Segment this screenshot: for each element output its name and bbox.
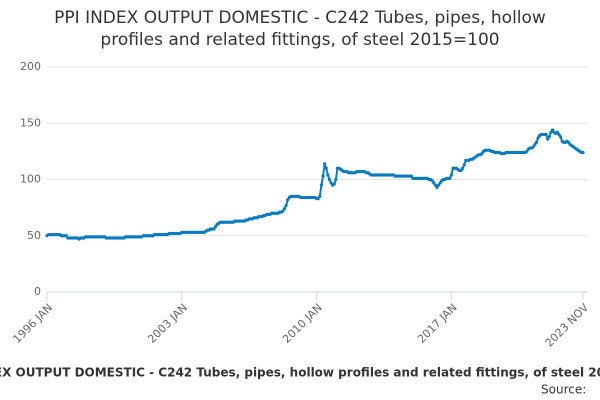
point — [430, 179, 434, 183]
point — [329, 181, 333, 185]
point — [544, 132, 548, 137]
point — [284, 203, 288, 207]
point — [546, 137, 550, 141]
chart-title: profiles and related fittings, of steel … — [100, 30, 499, 50]
point — [432, 181, 436, 185]
y-tick-label: 200 — [20, 60, 41, 73]
point — [321, 174, 325, 178]
point — [547, 135, 551, 139]
point — [213, 225, 218, 229]
point — [448, 176, 452, 180]
point — [327, 177, 332, 182]
point — [316, 197, 320, 201]
point — [558, 135, 563, 139]
point — [286, 198, 290, 202]
point — [550, 128, 555, 132]
y-tick-label: 0 — [34, 285, 41, 298]
y-tick-label: 150 — [20, 116, 41, 129]
point — [438, 181, 442, 185]
point — [282, 207, 287, 211]
point — [462, 163, 466, 167]
point — [557, 132, 561, 137]
point — [319, 183, 324, 187]
point — [323, 162, 327, 166]
point — [318, 194, 322, 198]
point — [324, 166, 328, 170]
x-tick-label: 2010 JAN — [280, 301, 325, 346]
x-tick-label: 2023 NOV — [543, 301, 592, 350]
chart-title: PPI INDEX OUTPUT DOMESTIC - C242 Tubes, … — [54, 8, 546, 28]
point — [531, 145, 535, 149]
point — [461, 166, 465, 170]
point — [326, 173, 330, 177]
series-line — [46, 128, 583, 241]
x-axis-label: PPI INDEX OUTPUT DOMESTIC - C242 Tubes, … — [0, 366, 600, 380]
point — [581, 150, 585, 155]
point — [555, 130, 559, 134]
point — [533, 143, 537, 147]
source: Source: — [541, 383, 586, 397]
point — [212, 227, 216, 231]
x-tick-label: 2017 JAN — [415, 301, 460, 346]
point — [433, 183, 437, 187]
y-tick-label: 50 — [27, 229, 41, 242]
point — [435, 185, 439, 189]
point — [436, 183, 441, 187]
point — [409, 174, 413, 178]
point — [332, 182, 336, 186]
point — [64, 234, 68, 238]
point — [281, 209, 285, 213]
point — [449, 173, 454, 177]
point — [334, 177, 338, 182]
point — [566, 140, 571, 144]
point — [549, 130, 553, 134]
y-tick-label: 100 — [20, 173, 41, 186]
point — [536, 136, 540, 140]
point — [459, 168, 463, 173]
point — [525, 149, 529, 153]
x-tick-label: 2003 JAN — [145, 301, 190, 346]
x-tick-label: 1996 JAN — [10, 301, 55, 346]
point — [480, 152, 484, 156]
point — [534, 140, 539, 144]
